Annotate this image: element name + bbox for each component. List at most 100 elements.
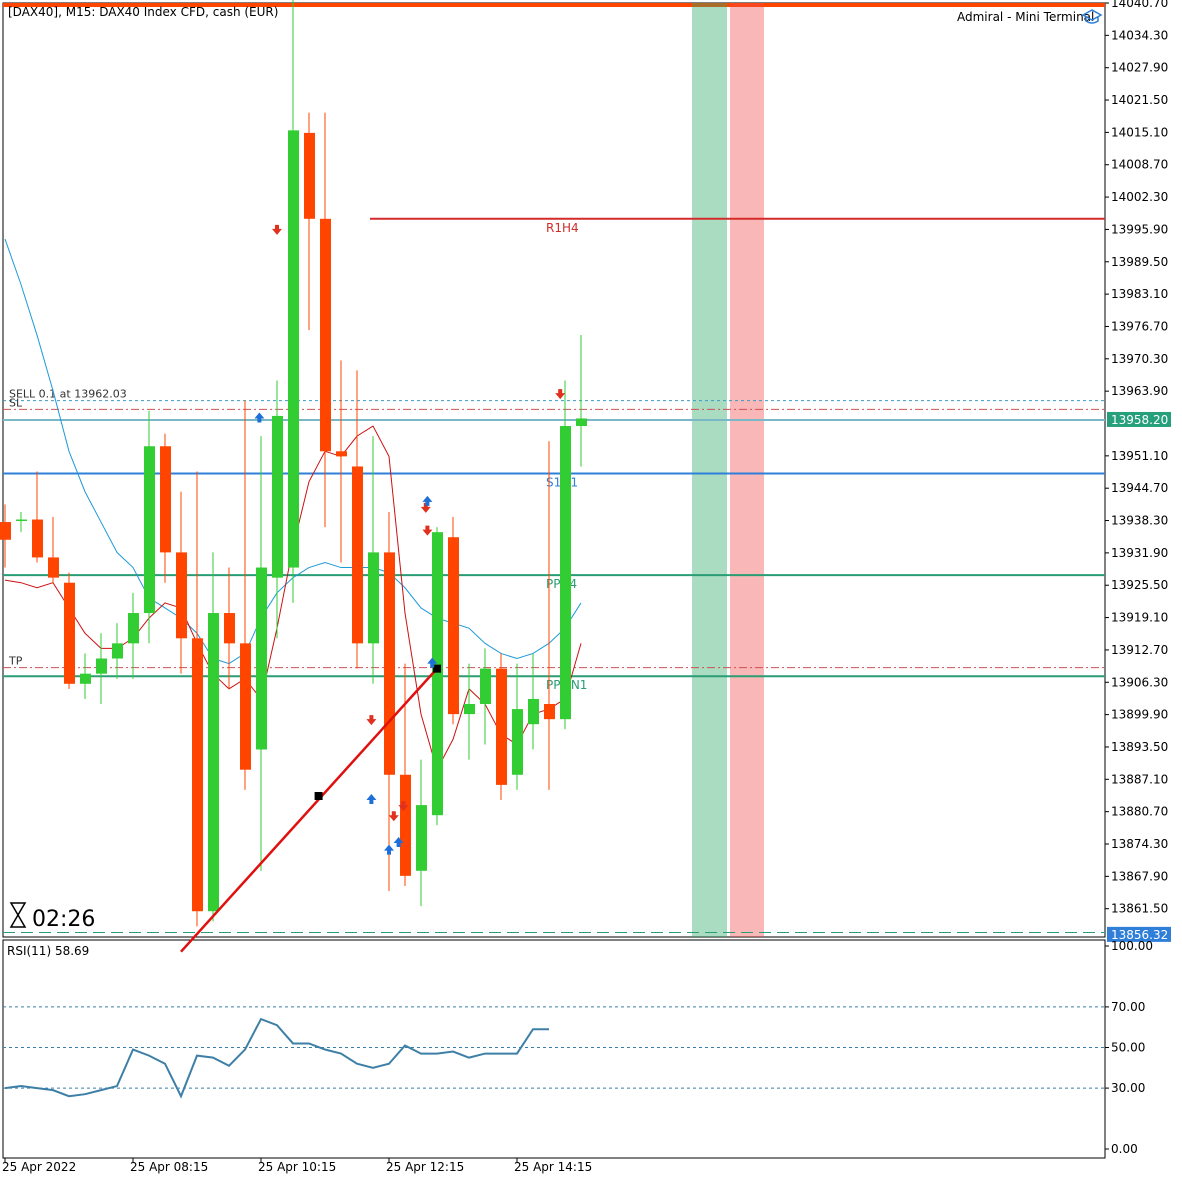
current-price-box xyxy=(1107,411,1171,427)
candle-body-26 xyxy=(416,805,427,871)
candle-body-34 xyxy=(544,704,555,720)
candle-body-16 xyxy=(256,567,267,750)
candle-body-14 xyxy=(224,613,235,644)
price-tick-label-3: 14021.50 xyxy=(1111,93,1168,107)
buy-arrow-icon-6 xyxy=(393,836,404,847)
candle-body-0 xyxy=(0,522,11,540)
candle-body-36 xyxy=(576,418,587,427)
hourglass-icon xyxy=(9,902,27,928)
price-tick-label-23: 13887.10 xyxy=(1111,772,1168,786)
candle-body-24 xyxy=(384,552,395,775)
buy-arrow-icon-0 xyxy=(254,412,265,423)
price-tick-label-1: 14034.30 xyxy=(1111,28,1168,42)
top-bar xyxy=(3,3,1105,7)
sell-arrow-icon-9 xyxy=(422,525,433,536)
buy-arrow-icon-10 xyxy=(422,495,433,506)
rsi-tick-label-2: 50.00 xyxy=(1111,1041,1145,1055)
price-tick-label-16: 13931.90 xyxy=(1111,546,1168,560)
price-tick-label-5: 14008.70 xyxy=(1111,158,1168,172)
price-tick-label-10: 13976.70 xyxy=(1111,319,1168,333)
candle-body-4 xyxy=(64,582,75,684)
order-label-0: SELL 0.1 at 13962.03 xyxy=(9,388,127,401)
time-tick-label-1: 25 Apr 08:15 xyxy=(130,1160,208,1174)
rsi-label: RSI(11) 58.69 xyxy=(7,944,89,958)
lower-price-label: 13856.32 xyxy=(1111,928,1168,942)
price-tick-label-13: 13951.10 xyxy=(1111,449,1168,463)
price-tick-label-18: 13919.10 xyxy=(1111,611,1168,625)
candle-body-28 xyxy=(448,537,459,715)
candle-body-6 xyxy=(96,658,107,674)
candle-body-35 xyxy=(560,426,571,720)
graduation-cap-icon xyxy=(1081,9,1103,24)
buy-arrow-icon-3 xyxy=(366,794,377,805)
candle-body-1 xyxy=(16,519,27,522)
rsi-line xyxy=(4,1017,549,1099)
zone-1 xyxy=(730,3,764,937)
candle-body-11 xyxy=(176,552,187,639)
rsi-tick-label-0: 100.00 xyxy=(1111,939,1153,953)
order-label-1: SL xyxy=(9,396,23,409)
trendline-handle-mid xyxy=(314,791,323,800)
candle-body-19 xyxy=(304,132,315,219)
price-tick-label-7: 13995.90 xyxy=(1111,222,1168,236)
lower-price-box xyxy=(1107,926,1171,942)
zone-0 xyxy=(692,3,727,937)
candle-body-21 xyxy=(336,451,347,457)
terminal-label: Admiral - Mini Terminal xyxy=(957,10,1094,24)
price-tick-label-9: 13983.10 xyxy=(1111,287,1168,301)
candle-body-15 xyxy=(240,643,251,770)
candle-body-7 xyxy=(112,643,123,659)
price-tick-label-15: 13938.30 xyxy=(1111,514,1168,528)
price-tick-label-19: 13912.70 xyxy=(1111,643,1168,657)
time-tick-label-4: 25 Apr 14:15 xyxy=(514,1160,592,1174)
candle-body-9 xyxy=(144,446,155,614)
sell-arrow-icon-4 xyxy=(388,811,399,822)
candle-body-25 xyxy=(400,774,411,876)
candle-body-8 xyxy=(128,613,139,644)
time-tick-label-2: 25 Apr 10:15 xyxy=(258,1160,336,1174)
rsi-tick-label-1: 70.00 xyxy=(1111,1000,1145,1014)
price-tick-label-12: 13963.90 xyxy=(1111,384,1168,398)
countdown-timer: 02:26 xyxy=(32,907,95,932)
order-label-2: TP xyxy=(8,655,23,668)
level-label-R1H4: R1H4 xyxy=(546,221,579,235)
candle-body-18 xyxy=(288,130,299,568)
candle-body-20 xyxy=(320,218,331,452)
candle-body-17 xyxy=(272,415,283,578)
trendline xyxy=(180,667,438,953)
chart-title: [DAX40], M15: DAX40 Index CFD, cash (EUR… xyxy=(8,5,278,19)
sell-arrow-icon-1 xyxy=(272,224,282,235)
candle-body-23 xyxy=(368,552,379,644)
buy-arrow-icon-5 xyxy=(384,844,394,855)
price-tick-label-11: 13970.30 xyxy=(1111,352,1168,366)
sell-arrow-icon-2 xyxy=(366,715,377,726)
price-tick-label-26: 13867.90 xyxy=(1111,869,1168,883)
candle-body-13 xyxy=(208,613,219,912)
price-tick-label-4: 14015.10 xyxy=(1111,125,1168,139)
time-tick-label-0: 25 Apr 2022 xyxy=(2,1160,76,1174)
sell-arrow-icon-7 xyxy=(398,801,409,812)
price-tick-label-27: 13861.50 xyxy=(1111,902,1168,916)
rsi-tick-label-4: 0.00 xyxy=(1111,1142,1138,1156)
buy-arrow-icon-11 xyxy=(427,657,438,668)
candle-body-22 xyxy=(352,466,363,644)
time-tick-label-3: 25 Apr 12:15 xyxy=(386,1160,464,1174)
candle-body-32 xyxy=(512,709,523,775)
candle-body-33 xyxy=(528,698,539,725)
trendline-handle-end xyxy=(433,664,441,673)
price-tick-label-17: 13925.50 xyxy=(1111,578,1168,592)
price-tick-label-14: 13944.70 xyxy=(1111,481,1168,495)
price-tick-label-25: 13874.30 xyxy=(1111,837,1168,851)
candle-body-29 xyxy=(464,704,475,715)
price-tick-label-20: 13906.30 xyxy=(1111,675,1168,689)
candle-body-31 xyxy=(496,668,507,785)
price-tick-label-0: 14040.70 xyxy=(1111,0,1168,10)
price-tick-label-24: 13880.70 xyxy=(1111,805,1168,819)
price-tick-label-21: 13899.90 xyxy=(1111,708,1168,722)
candle-body-5 xyxy=(80,673,91,684)
sell-arrow-icon-8 xyxy=(420,502,431,513)
candle-body-12 xyxy=(192,638,203,912)
price-tick-label-6: 14002.30 xyxy=(1111,190,1168,204)
